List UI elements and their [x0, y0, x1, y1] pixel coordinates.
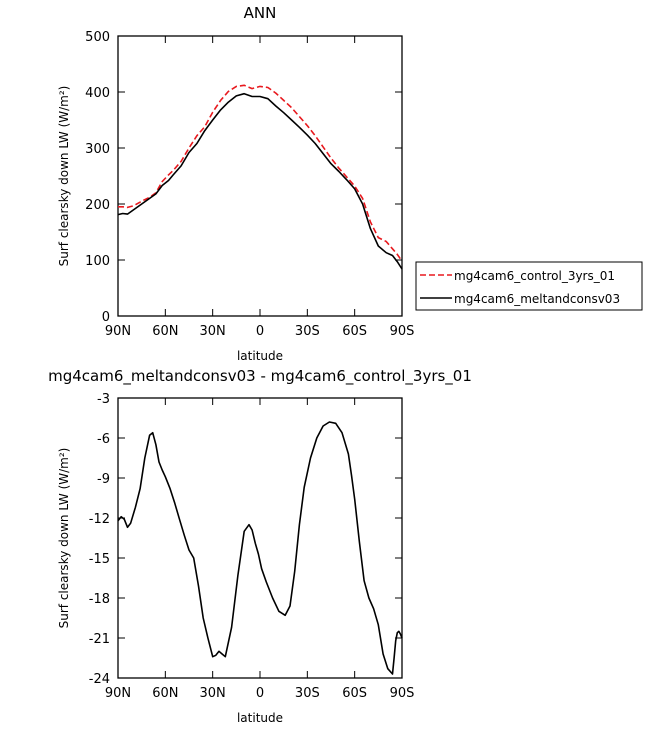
top-x-tick-label: 0	[256, 324, 264, 339]
bottom-y-tick-label: -24	[89, 672, 110, 687]
bottom-x-tick-label: 60N	[152, 686, 178, 701]
bottom-x-axis: 90N 60N 30N 0 30S 60S 90S	[105, 398, 415, 701]
bottom-y-tick-label: -21	[89, 632, 110, 647]
bottom-y-tick-label: -6	[97, 432, 110, 447]
top-chart-title: ANN	[244, 4, 277, 22]
top-y-axis: 0 100 200 300 400 500	[85, 30, 402, 325]
bottom-chart-title: mg4cam6_meltandconsv03 - mg4cam6_control…	[48, 367, 472, 386]
bottom-x-tick-label: 90N	[105, 686, 131, 701]
top-x-tick-label: 90S	[390, 324, 415, 339]
bottom-series-line-0	[117, 421, 403, 675]
top-y-tick-label: 300	[85, 142, 110, 157]
top-y-tick-label: 200	[85, 198, 110, 213]
top-x-tick-label: 30N	[200, 324, 226, 339]
legend-box	[415, 261, 643, 311]
bottom-y-axis: -3 -6 -9 -12 -15 -18 -21 -24	[89, 392, 402, 687]
bottom-y-tick-label: -9	[97, 472, 110, 487]
bottom-x-tick-label: 60S	[342, 686, 367, 701]
bottom-x-tick-label: 30S	[295, 686, 320, 701]
top-x-tick-label: 60N	[152, 324, 178, 339]
top-y-tick-label: 100	[85, 254, 110, 269]
bottom-x-tick-label: 0	[256, 686, 264, 701]
bottom-chart: mg4cam6_meltandconsv03 - mg4cam6_control…	[48, 367, 472, 725]
top-x-axis-label: latitude	[237, 349, 283, 363]
bottom-x-axis-label: latitude	[237, 711, 283, 725]
top-y-tick-label: 400	[85, 86, 110, 101]
bottom-y-tick-label: -18	[89, 592, 110, 607]
top-chart: ANN 0 100 200 300 400 500 90N 60N 30N 0 30S 60S 90S…	[57, 4, 643, 363]
top-x-tick-label: 90N	[105, 324, 131, 339]
bottom-y-tick-label: -3	[97, 392, 110, 407]
bottom-y-axis-label: Surf clearsky down LW (W/m²)	[57, 448, 71, 629]
bottom-y-tick-label: -12	[89, 512, 110, 527]
top-x-tick-label: 30S	[295, 324, 320, 339]
top-x-tick-label: 60S	[342, 324, 367, 339]
bottom-y-tick-label: -15	[89, 552, 110, 567]
top-y-tick-label: 0	[102, 310, 110, 325]
top-series-line-0	[118, 84, 403, 262]
bottom-x-tick-label: 90S	[390, 686, 415, 701]
top-x-axis: 90N 60N 30N 0 30S 60S 90S	[105, 36, 415, 339]
top-y-tick-label: 500	[85, 30, 110, 45]
legend-label-meltandconsv: mg4cam6_meltandconsv03	[454, 292, 620, 306]
top-series-group	[117, 84, 403, 270]
top-plot-frame	[117, 35, 403, 317]
bottom-series-group	[117, 421, 403, 675]
legend-label-control: mg4cam6_control_3yrs_01	[454, 269, 615, 283]
top-series-line-1	[117, 92, 403, 270]
legend: mg4cam6_control_3yrs_01 mg4cam6_meltandc…	[415, 261, 643, 311]
bottom-x-tick-label: 30N	[200, 686, 226, 701]
top-y-axis-label: Surf clearsky down LW (W/m²)	[57, 86, 71, 267]
